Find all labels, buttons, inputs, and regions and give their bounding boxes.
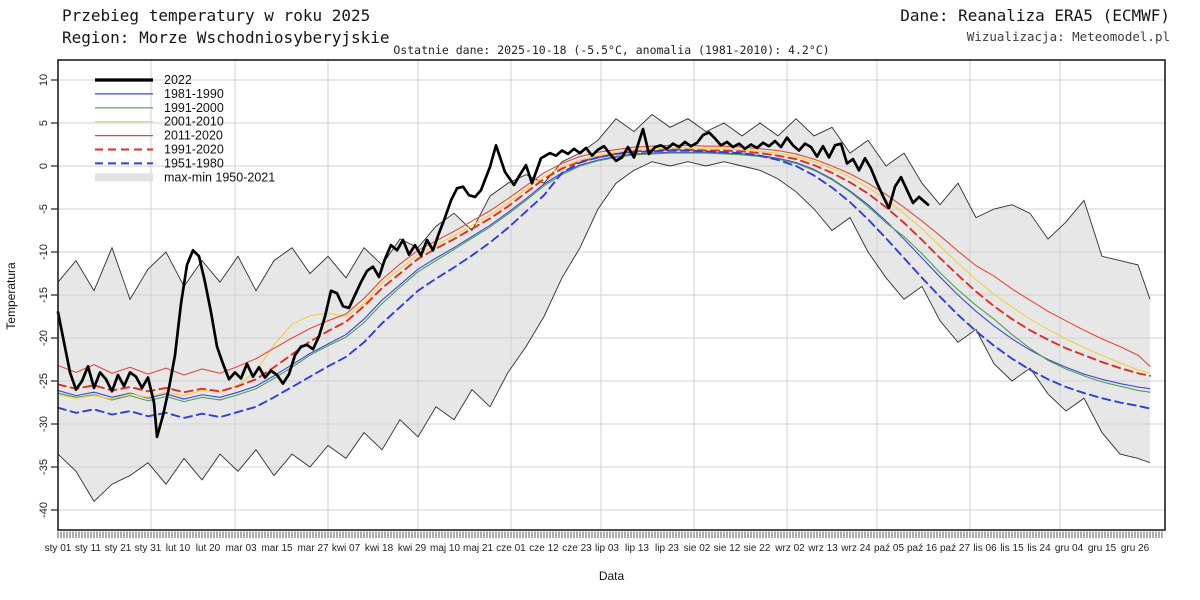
chart-title: Przebieg temperatury w roku 2025 xyxy=(62,6,371,25)
legend-item-label: 1951-1980 xyxy=(164,156,224,170)
x-tick-label: sty 21 xyxy=(105,543,132,554)
y-tick-label: -35 xyxy=(38,459,50,475)
x-tick-label: lut 20 xyxy=(196,543,221,554)
x-tick-label: mar 27 xyxy=(297,543,329,554)
x-tick-label: kwi 07 xyxy=(332,543,361,554)
data-source-label: Dane: Reanaliza ERA5 (ECMWF) xyxy=(900,6,1170,25)
y-tick-label: 10 xyxy=(38,74,50,86)
y-tick-label: -30 xyxy=(38,416,50,432)
x-tick-label: wrz 24 xyxy=(840,543,871,554)
series-line-1981-1990 xyxy=(57,151,1151,400)
x-tick-label: paź 05 xyxy=(874,543,904,554)
y-axis-ticks: 10 5 0 -5 -10 -15 -20 -25 -30 -35 -40 xyxy=(38,74,58,518)
legend-item-label: 2001-2010 xyxy=(164,115,224,129)
last-data-subtitle: Ostatnie dane: 2025-10-18 (-5.5°C, anoma… xyxy=(393,43,830,57)
chart-region-title: Region: Morze Wschodniosyberyjskie xyxy=(62,28,390,47)
maxmin-band-edges xyxy=(57,113,1151,503)
x-tick-label: paź 16 xyxy=(907,543,937,554)
y-tick-label: -25 xyxy=(38,373,50,389)
x-tick-label: paź 27 xyxy=(940,543,970,554)
x-tick-label: mar 15 xyxy=(261,543,293,554)
legend-item-label: max-min 1950-2021 xyxy=(164,170,275,184)
x-tick-label: cze 23 xyxy=(562,543,592,554)
legend-item-label: 1991-2000 xyxy=(164,101,224,115)
y-tick-label: -20 xyxy=(38,330,50,346)
y-tick-label: 0 xyxy=(38,163,50,169)
x-tick-label: sie 12 xyxy=(714,543,741,554)
x-tick-label: lis 15 xyxy=(1000,543,1024,554)
x-tick-label: lip 03 xyxy=(595,543,619,554)
series-line-2001-2010 xyxy=(57,147,1151,400)
y-tick-label: -40 xyxy=(38,502,50,518)
x-tick-label: mar 03 xyxy=(225,543,257,554)
x-tick-label: lut 10 xyxy=(166,543,191,554)
x-tick-label: gru 15 xyxy=(1088,543,1117,554)
x-tick-label: lis 24 xyxy=(1027,543,1051,554)
legend-item-label: 2022 xyxy=(164,73,192,87)
x-tick-label: lis 06 xyxy=(973,543,997,554)
x-tick-label: sie 02 xyxy=(684,543,711,554)
x-tick-label: sty 31 xyxy=(135,543,162,554)
y-tick-label: -5 xyxy=(38,204,50,214)
x-tick-label: gru 04 xyxy=(1055,543,1084,554)
x-tick-label: kwi 29 xyxy=(398,543,427,554)
series-line-1951-1980 xyxy=(57,149,1151,419)
series-line-2022 xyxy=(56,127,930,439)
x-tick-label: wrz 13 xyxy=(807,543,838,554)
x-tick-label: sie 22 xyxy=(744,543,771,554)
x-tick-label: kwi 18 xyxy=(365,543,394,554)
y-axis-label: Temperatura xyxy=(4,262,18,330)
x-tick-label: lip 13 xyxy=(625,543,649,554)
y-tick-label: -10 xyxy=(38,244,50,260)
x-tick-label: lip 23 xyxy=(655,543,679,554)
legend: 20221981-19901991-20002001-20102011-2020… xyxy=(95,73,275,184)
x-tick-label: maj 10 xyxy=(430,543,460,554)
legend-item-label: 1981-1990 xyxy=(164,87,224,101)
x-tick-label: sty 11 xyxy=(75,543,101,554)
x-tick-label: maj 21 xyxy=(463,543,493,554)
legend-item-label: 2011-2020 xyxy=(164,129,223,143)
x-axis-label: Data xyxy=(598,569,625,583)
x-tick-label: cze 01 xyxy=(496,543,526,554)
series-line-1991-2000 xyxy=(57,152,1151,403)
y-tick-label: -15 xyxy=(38,287,50,303)
x-axis-ticks: sty 01 sty 11 sty 21 sty 31 lut 10 lut 20 mar … xyxy=(45,531,1163,554)
y-tick-label: 5 xyxy=(38,120,50,126)
legend-item-label: 1991-2020 xyxy=(164,143,224,157)
x-tick-label: sty 01 xyxy=(45,543,72,554)
legend-band-swatch xyxy=(95,173,153,182)
x-tick-label: cze 12 xyxy=(529,543,559,554)
x-tick-label: wrz 02 xyxy=(774,543,805,554)
x-tick-label: gru 26 xyxy=(1121,543,1150,554)
visualization-credit: Wizualizacja: Meteomodel.pl xyxy=(966,29,1170,44)
